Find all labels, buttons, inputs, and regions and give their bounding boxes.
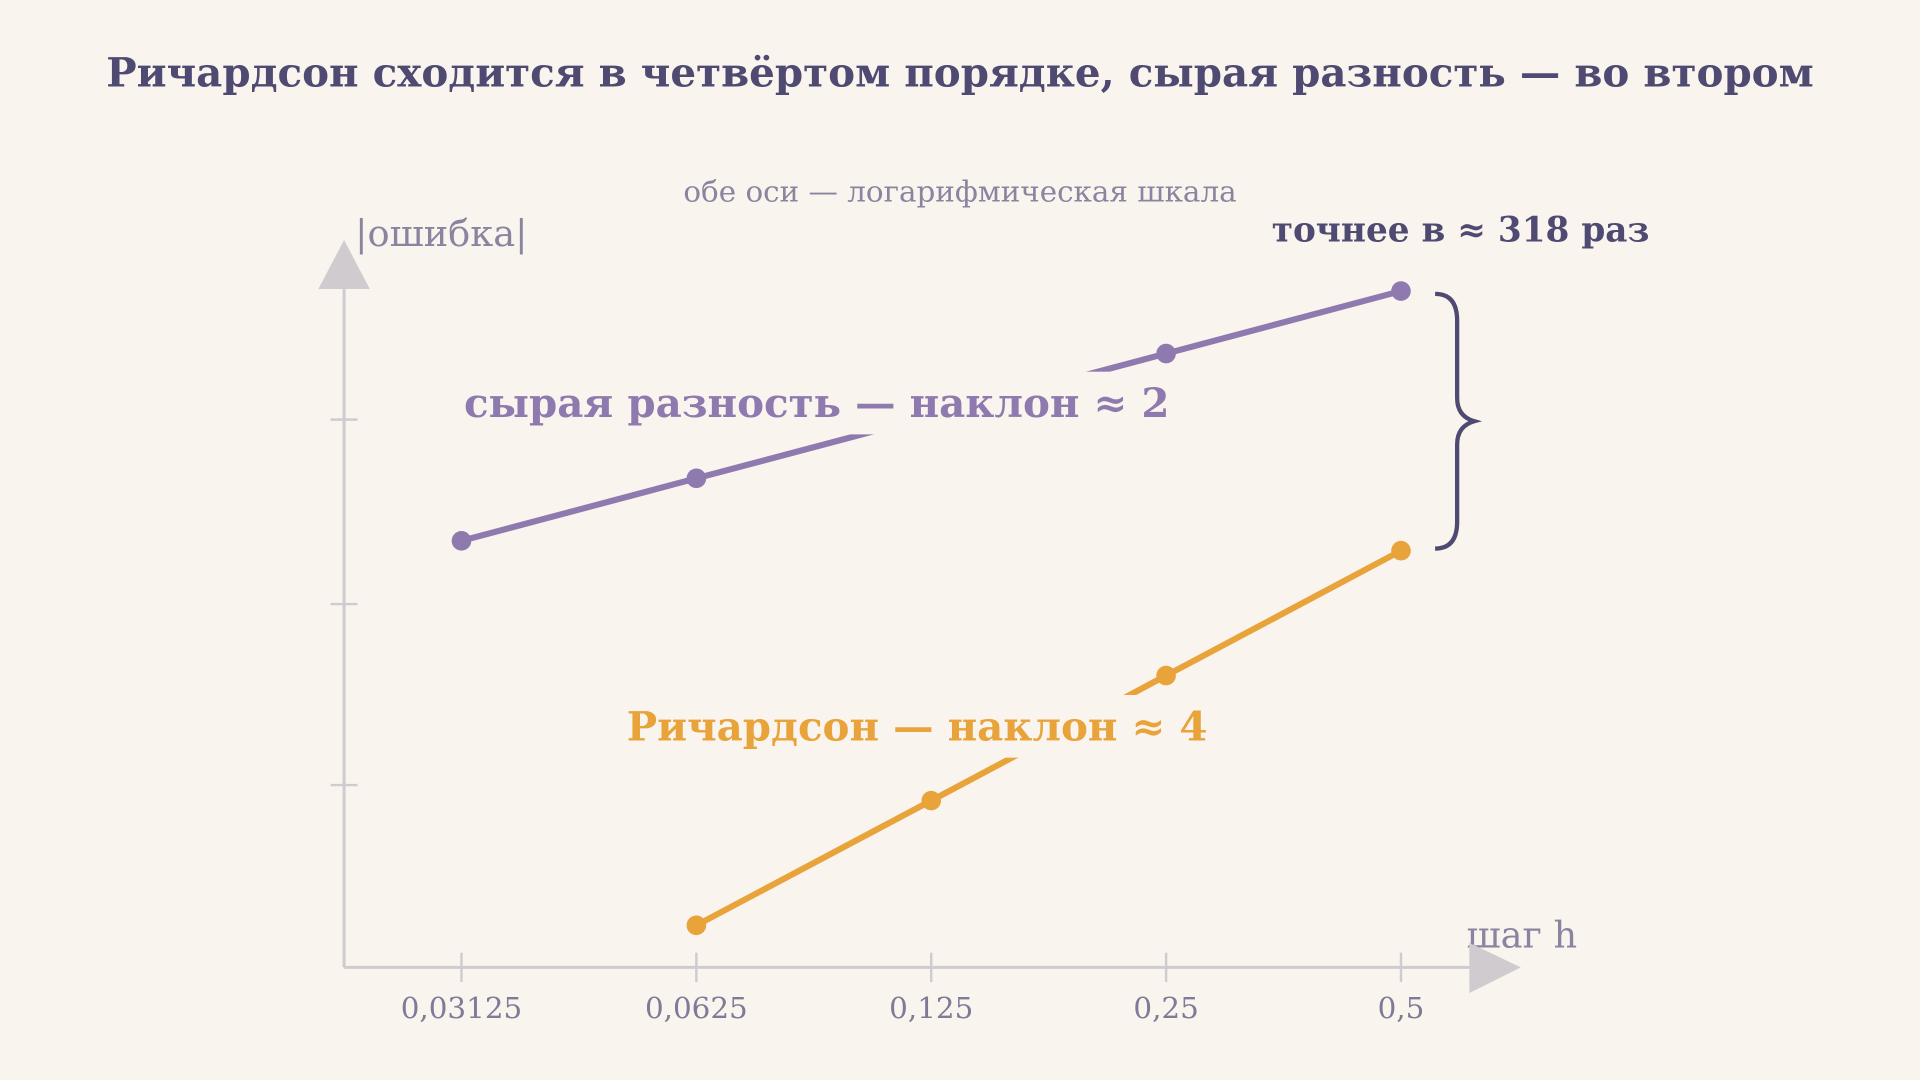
data-point	[1156, 343, 1176, 364]
data-point	[1391, 540, 1411, 561]
y-axis-arrow	[318, 240, 370, 289]
x-axis-arrow	[1469, 942, 1521, 994]
chart-title: Ричардсон сходится в четвёртом порядке, …	[106, 48, 1813, 96]
ratio-annotation: точнее в ≈ 318 раз	[1272, 211, 1650, 251]
x-tick-label: 0,03125	[401, 991, 522, 1025]
label-backdrop	[553, 694, 1282, 758]
x-tick-label: 0,25	[1133, 991, 1198, 1025]
brace	[1434, 291, 1483, 551]
label-backdrop	[390, 371, 1244, 435]
data-point	[451, 531, 472, 551]
data-point	[686, 915, 707, 936]
data-point	[921, 790, 942, 811]
data-point	[686, 468, 707, 489]
y-axis-label: |ошибка|	[355, 212, 527, 255]
series-label: сырая разность — наклон ≈ 2	[464, 379, 1170, 427]
chart-subtitle: обе оси — логарифмическая шкала	[683, 174, 1236, 208]
x-axis-label: шаг h	[1467, 913, 1578, 956]
x-tick-label: 0,125	[889, 991, 973, 1025]
x-tick-label: 0,0625	[645, 991, 748, 1025]
data-point	[1391, 281, 1411, 301]
data-point	[1156, 665, 1176, 686]
x-tick-label: 0,5	[1378, 991, 1425, 1025]
series-label: Ричардсон — наклон ≈ 4	[627, 702, 1208, 750]
